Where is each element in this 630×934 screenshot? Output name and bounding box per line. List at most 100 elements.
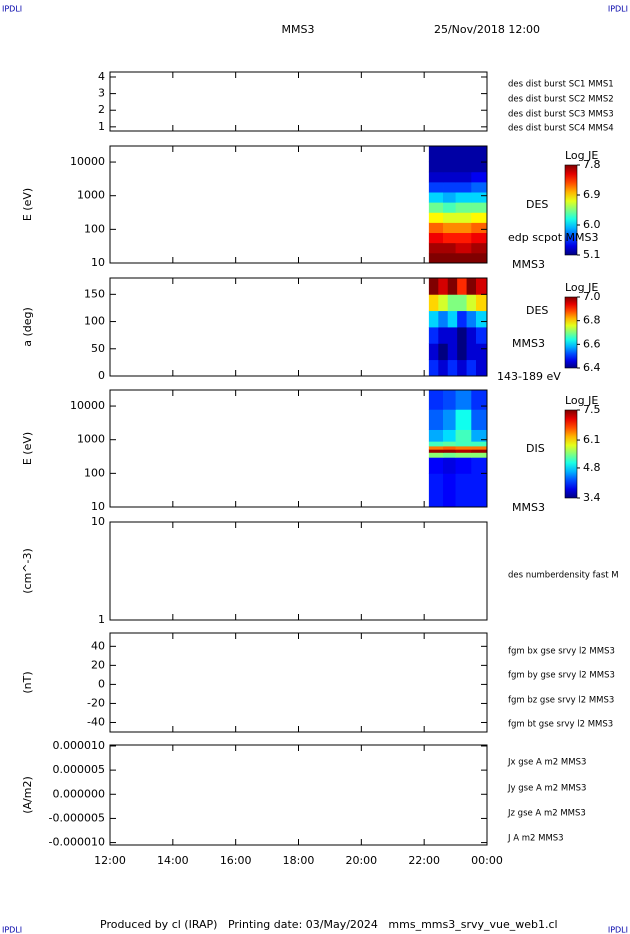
spectrogram-cell <box>455 192 472 203</box>
spectrogram-cell <box>447 278 458 295</box>
spectrogram-cell <box>471 161 488 173</box>
x-tick-label: 12:00 <box>94 854 126 867</box>
spectrogram-cell <box>438 327 449 344</box>
spectrogram-cell <box>428 242 444 254</box>
corner-label: IPDLI <box>2 5 22 14</box>
colorbar <box>564 296 578 369</box>
spectrogram-cell <box>438 310 449 328</box>
spectrogram-cell <box>466 343 477 361</box>
spectrogram-cell <box>428 310 439 328</box>
x-tick-label: 20:00 <box>345 854 377 867</box>
spectrogram-cell <box>471 445 488 450</box>
legend-entry: fgm bt gse srvy l2 MMS3 <box>508 720 613 730</box>
spectrogram-cell <box>455 390 472 410</box>
y-tick-label: 1000 <box>77 433 105 446</box>
y-tick-label: 0.000005 <box>53 763 106 776</box>
spectrogram-cell <box>447 310 458 328</box>
spectrogram-cell <box>471 449 488 453</box>
y-tick-label: 10 <box>91 515 105 528</box>
spectrogram-cell <box>428 252 444 264</box>
spectrogram-cell <box>443 212 456 223</box>
date-title: 25/Nov/2018 12:00 <box>434 23 540 36</box>
spectrogram-cell <box>443 457 456 474</box>
colorbar-tick-label: 7.8 <box>583 158 601 171</box>
spectrogram-cell <box>471 429 488 442</box>
spectrogram-cell <box>438 294 449 312</box>
x-tick-label: 16:00 <box>220 854 252 867</box>
x-tick-label: 18:00 <box>283 854 315 867</box>
y-axis-label: a (deg) <box>21 307 34 347</box>
spectrogram-cell <box>455 252 472 264</box>
spectrogram-cell <box>428 278 439 295</box>
spectrogram-cell <box>466 294 477 312</box>
spectrogram-cell <box>428 161 444 173</box>
spectrogram-cell <box>428 212 444 223</box>
spectrogram-cell <box>476 359 488 377</box>
corner-label: IPDLI <box>608 5 628 14</box>
spectrogram-cell <box>471 441 488 447</box>
legend-entry: des numberdensity fast M <box>508 571 619 581</box>
spectrogram-cell <box>428 457 444 474</box>
spectrogram-cell <box>443 252 456 264</box>
corner-label: IPDLI <box>608 926 628 934</box>
colorbar-tick-label: 6.9 <box>583 188 601 201</box>
y-tick-label: 100 <box>84 315 105 328</box>
spectrogram-cell <box>471 146 488 163</box>
y-tick-label: -0.000010 <box>49 836 105 849</box>
spectrogram-cell <box>443 222 456 234</box>
legend-entry: Jz gse A m2 MMS3 <box>507 809 586 819</box>
spectrogram-cell <box>428 222 444 234</box>
spectrogram-cell <box>447 359 458 377</box>
spectrogram-cell <box>476 294 488 312</box>
colorbar <box>564 164 578 256</box>
spectrogram-cell <box>443 449 456 453</box>
spectrogram-cell <box>455 202 472 213</box>
spectrogram-cell <box>443 452 456 458</box>
spectrogram-cell <box>455 181 472 193</box>
spectrogram-cell <box>471 390 488 410</box>
spectrogram-cell <box>443 445 456 450</box>
y-tick-label: 3 <box>98 87 105 100</box>
spectrogram-cell <box>428 232 444 244</box>
spectrogram-cell <box>447 294 458 312</box>
y-tick-label: 100 <box>84 466 105 479</box>
spectrogram-cell <box>457 327 467 344</box>
legend-entry: fgm bx gse srvy l2 MMS3 <box>508 647 615 657</box>
colorbar-tick-label: 6.6 <box>583 337 601 350</box>
y-tick-label: 1000 <box>77 189 105 202</box>
spectrogram-cell <box>471 252 488 264</box>
x-tick-label: 14:00 <box>157 854 189 867</box>
spectrogram-cell <box>457 278 467 295</box>
spectrogram-cell <box>476 327 488 344</box>
y-tick-label: 10 <box>91 256 105 269</box>
spectrogram-cell <box>443 192 456 203</box>
spectrogram-cell <box>455 232 472 244</box>
spectrogram-cell <box>455 409 472 430</box>
spectrogram-cell <box>443 146 456 163</box>
spectrogram-cell <box>471 171 488 183</box>
spectrogram-cell <box>455 242 472 254</box>
spectrogram-cell <box>455 171 472 183</box>
colorbar-tick-label: 5.1 <box>583 248 601 261</box>
spectrogram-cell <box>428 449 444 453</box>
colorbar-title: Log JE <box>565 394 598 407</box>
colorbar-tick-label: 6.8 <box>583 314 601 327</box>
spectrogram-cell <box>455 441 472 447</box>
colorbar <box>564 409 578 499</box>
spectrogram-cell <box>471 232 488 244</box>
y-axis-label: (A/m2) <box>21 776 34 814</box>
spectrogram-cell <box>428 429 444 442</box>
y-tick-label: 150 <box>84 287 105 300</box>
spectrogram-cell <box>443 161 456 173</box>
y-axis-label: (cm^-3) <box>21 548 34 594</box>
spectrogram-cell <box>428 359 439 377</box>
y-tick-label: 100 <box>84 222 105 235</box>
spectrogram-cell <box>471 473 488 508</box>
y-tick-label: 2 <box>98 103 105 116</box>
spectrogram-cell <box>471 181 488 193</box>
corner-label: IPDLI <box>2 926 22 934</box>
spectrogram-cell <box>471 212 488 223</box>
spectrogram-cell <box>466 359 477 377</box>
spectrogram-cell <box>428 192 444 203</box>
spectrogram-cell <box>428 343 439 361</box>
